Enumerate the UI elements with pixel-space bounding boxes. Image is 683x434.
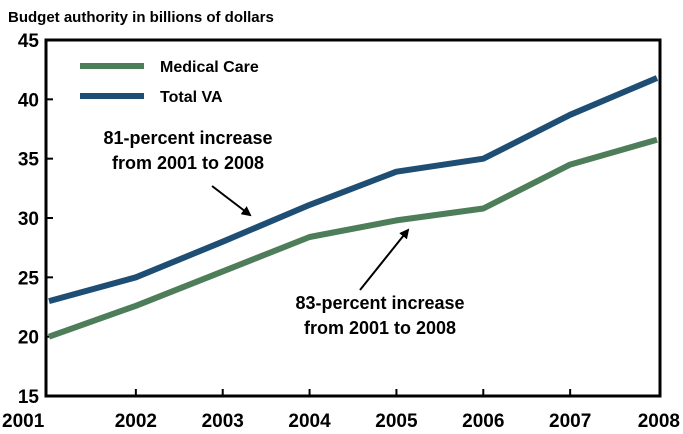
annotation-total-va-arrow (211, 185, 252, 217)
x-tick-label: 2006 (462, 411, 504, 432)
y-tick-label: 35 (18, 150, 40, 171)
annotation-total-va-line1: 81-percent increase (103, 128, 272, 148)
x-tick-label: 2004 (288, 411, 331, 432)
series-layer (47, 75, 659, 340)
x-tick-label: 2003 (202, 411, 244, 432)
legend-label-medical-care: Medical Care (160, 59, 259, 76)
x-axis: 2001 2002 2003 2004 2005 2006 2007 2008 (2, 389, 680, 432)
annotation-total-va: 81-percent increase from 2001 to 2008 (103, 128, 273, 217)
series-line-medical-care (47, 136, 658, 340)
y-tick-label: 40 (18, 90, 39, 111)
x-tick-label: 2005 (375, 411, 418, 432)
y-tick-label: 15 (18, 387, 40, 408)
series-line-total-va (48, 75, 659, 304)
x-tick-label: 2001 (2, 411, 45, 432)
legend: Medical Care Total VA (80, 59, 259, 106)
annotation-medical-care-line1: 83-percent increase (295, 293, 464, 313)
annotation-medical-care: 83-percent increase from 2001 to 2008 (295, 228, 465, 338)
annotation-medical-care-line2: from 2001 to 2008 (304, 318, 456, 338)
y-tick-label: 45 (18, 31, 40, 52)
y-tick-label: 25 (18, 268, 40, 289)
y-axis-label: Budget authority in billions of dollars (8, 9, 274, 26)
annotation-medical-care-arrow (359, 228, 410, 291)
x-tick-label: 2002 (115, 411, 157, 432)
legend-label-total-va: Total VA (160, 89, 223, 106)
y-axis: 15 20 25 30 35 40 45 (18, 31, 53, 408)
x-tick-label: 2008 (638, 411, 680, 432)
annotation-total-va-line2: from 2001 to 2008 (112, 153, 264, 173)
y-tick-label: 20 (18, 328, 39, 349)
y-tick-label: 30 (18, 209, 39, 230)
x-tick-label: 2007 (549, 411, 591, 432)
